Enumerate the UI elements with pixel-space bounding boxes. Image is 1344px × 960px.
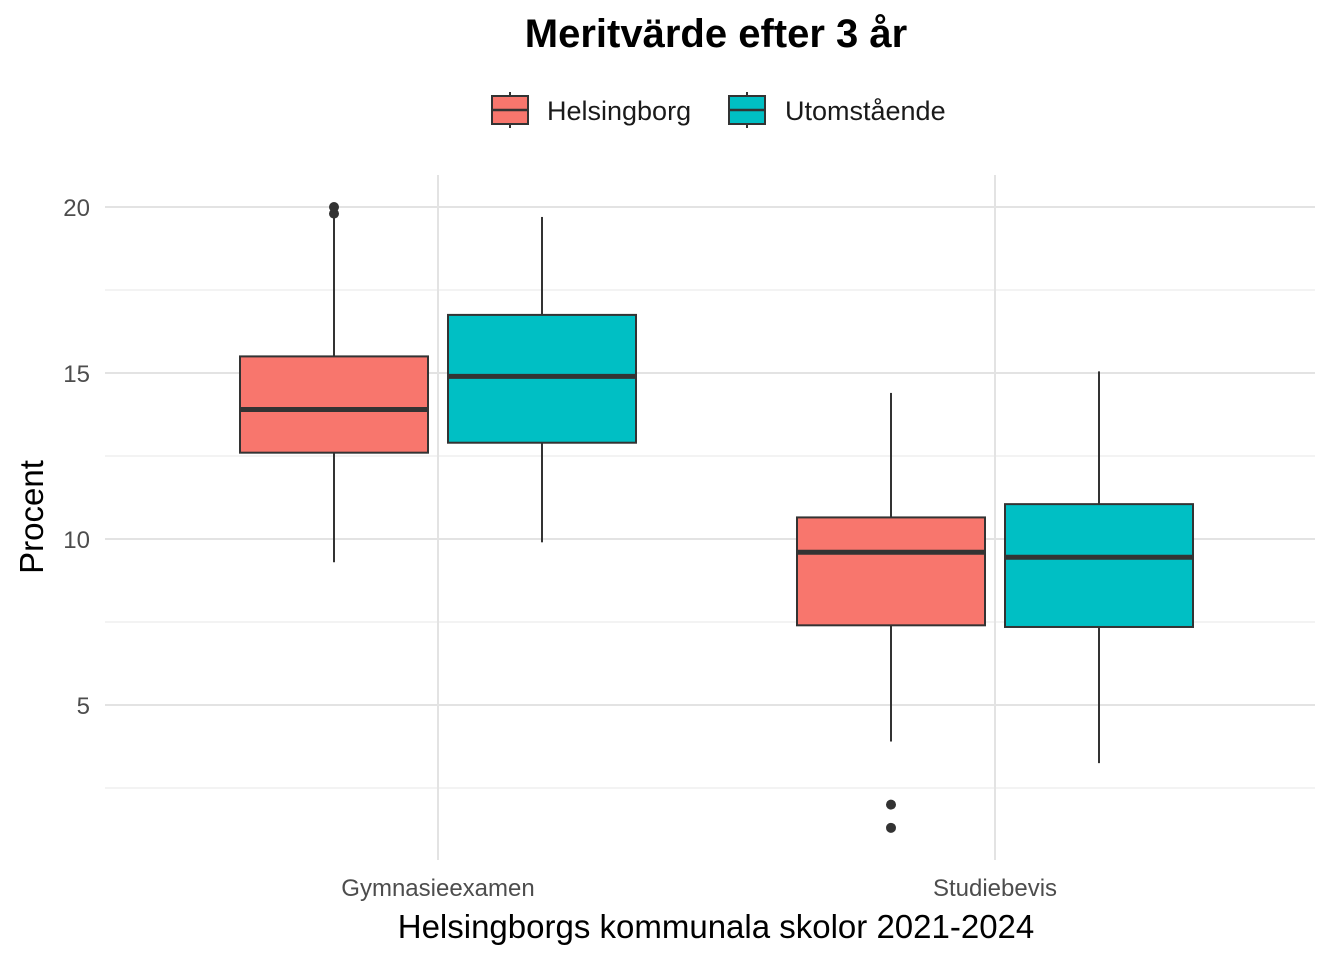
x-tick-label: Gymnasieexamen <box>341 875 534 902</box>
legend-item: Utomstående <box>728 92 946 128</box>
legend-label: Helsingborg <box>547 96 691 126</box>
outlier-point <box>886 822 896 833</box>
y-axis-title: Procent <box>13 460 50 574</box>
box-utomstående-gymnasieexamen <box>447 216 637 543</box>
legend: Helsingborg Utomstående <box>491 92 946 128</box>
y-tick-label: 20 <box>63 195 90 222</box>
x-tick-label: Studiebevis <box>933 875 1057 902</box>
box-helsingborg-gymnasieexamen <box>239 202 429 563</box>
box-helsingborg-studiebevis <box>796 392 986 833</box>
box-iqr <box>796 516 986 627</box>
legend-label: Utomstående <box>785 96 946 126</box>
y-tick-label: 15 <box>63 361 90 388</box>
y-tick-label: 5 <box>77 693 90 720</box>
box-iqr <box>239 355 429 454</box>
chart-title: Meritvärde efter 3 år <box>525 12 907 56</box>
axis-ticks: 5 10 15 20 Gymnasieexamen Studiebevis <box>63 195 1057 902</box>
plot-area <box>239 202 1194 833</box>
box-iqr <box>1004 503 1194 628</box>
outlier-point <box>886 799 896 810</box>
legend-item: Helsingborg <box>491 92 691 128</box>
outlier-point <box>329 202 339 212</box>
box-utomstående-studiebevis <box>1004 371 1194 764</box>
y-tick-label: 10 <box>63 527 90 554</box>
x-axis-title: Helsingborgs kommunala skolor 2021-2024 <box>398 908 1035 945</box>
